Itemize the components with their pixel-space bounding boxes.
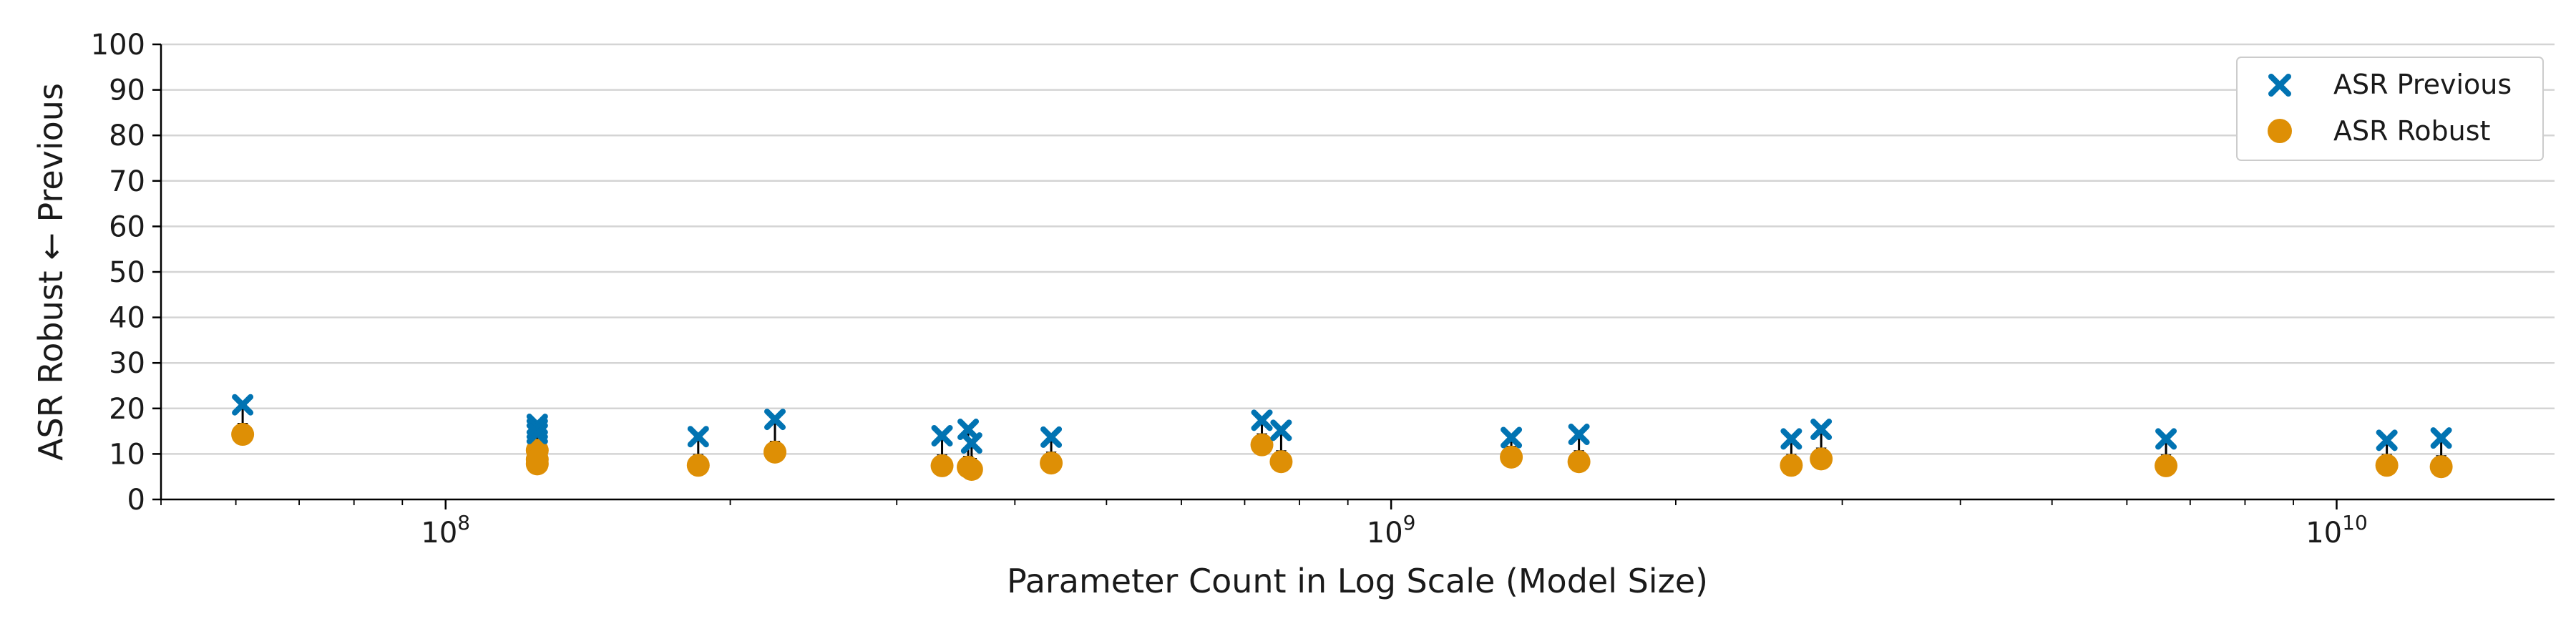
previous-point	[2155, 428, 2177, 450]
robust-point	[930, 454, 954, 477]
previous-point	[687, 426, 709, 448]
x-marker-stroke	[526, 418, 548, 440]
legend-robust-marker	[2268, 119, 2292, 143]
previous-point	[1568, 424, 1590, 446]
robust-point	[1040, 452, 1063, 475]
x-ticks: 108 109 1010	[160, 499, 2368, 550]
arrows	[237, 407, 2447, 469]
previous-point	[1251, 409, 1273, 431]
x-marker-stroke	[2376, 429, 2398, 452]
x-marker-stroke	[526, 422, 548, 444]
previous-point	[232, 394, 254, 416]
legend-previous-label: ASR Previous	[2333, 69, 2512, 100]
previous-point	[526, 418, 548, 440]
y-tick-label: 0	[127, 484, 145, 517]
previous-point	[1780, 428, 1802, 450]
y-tick-label: 40	[109, 302, 145, 335]
x-tick-label: 108	[421, 511, 470, 550]
y-axis-label: ASR Robust ← Previous	[31, 83, 70, 461]
previous-point	[931, 424, 953, 447]
y-tick-label: 90	[109, 74, 145, 107]
legend: ASR Previous ASR Robust	[2236, 57, 2544, 161]
x-marker-stroke	[1251, 409, 1273, 431]
x-tick-label: 1010	[2306, 511, 2368, 550]
robust-point	[1250, 433, 1274, 457]
robust-point	[2429, 455, 2453, 479]
robust-point	[1810, 447, 1833, 471]
robust-point	[2375, 454, 2399, 477]
robust-point	[960, 458, 983, 482]
previous-point	[960, 432, 982, 454]
legend-box	[2236, 57, 2544, 161]
previous-point	[1270, 419, 1292, 441]
y-tick-label: 30	[109, 347, 145, 380]
y-tick-label: 100	[91, 29, 145, 62]
robust-point	[231, 423, 255, 447]
legend-robust-label: ASR Robust	[2333, 115, 2490, 147]
x-marker-stroke	[1501, 426, 1523, 449]
legend-previous-marker	[2268, 74, 2291, 97]
robust-point	[1269, 450, 1293, 474]
x-marker-stroke	[1270, 419, 1292, 441]
x-axis-label: Parameter Count in Log Scale (Model Size…	[1007, 562, 1708, 600]
x-marker-stroke	[2155, 428, 2177, 450]
y-tick-label: 10	[109, 438, 145, 471]
y-tick-label: 50	[109, 256, 145, 289]
x-marker-stroke	[960, 432, 982, 454]
x-marker-stroke	[1040, 426, 1063, 448]
y-tick-label: 80	[109, 119, 145, 152]
robust-point	[763, 440, 787, 464]
x-marker-stroke	[1568, 424, 1590, 446]
previous-point	[1040, 426, 1063, 448]
x-tick-label: 109	[1367, 511, 1416, 550]
x-marker-stroke	[232, 394, 254, 416]
legend-x-marker	[2268, 74, 2291, 97]
robust-point	[1780, 454, 1803, 477]
robust-point	[686, 454, 710, 477]
x-marker-stroke	[764, 409, 786, 431]
y-tick-label: 20	[109, 393, 145, 426]
previous-point	[764, 409, 786, 431]
x-marker-stroke	[2268, 74, 2291, 97]
previous-point	[1501, 426, 1523, 449]
previous-points	[232, 394, 2452, 454]
grid-lines	[161, 43, 2555, 455]
x-marker-stroke	[931, 424, 953, 447]
robust-point	[1567, 450, 1591, 474]
previous-point	[2430, 427, 2452, 449]
y-ticks: 0 10 20 30 40 50 60 70 80 90 100	[91, 29, 161, 517]
robust-points	[231, 423, 2453, 482]
robust-point	[525, 448, 549, 472]
previous-point	[526, 422, 548, 444]
x-marker-stroke	[1810, 419, 1833, 441]
y-tick-label: 70	[109, 165, 145, 198]
robust-point	[1500, 445, 1523, 469]
x-marker-stroke	[687, 426, 709, 448]
previous-point	[1810, 419, 1833, 441]
previous-point	[2376, 429, 2398, 452]
y-tick-label: 60	[109, 210, 145, 243]
x-marker-stroke	[2430, 427, 2452, 449]
x-marker-stroke	[1780, 428, 1802, 450]
robust-point	[2155, 454, 2178, 477]
